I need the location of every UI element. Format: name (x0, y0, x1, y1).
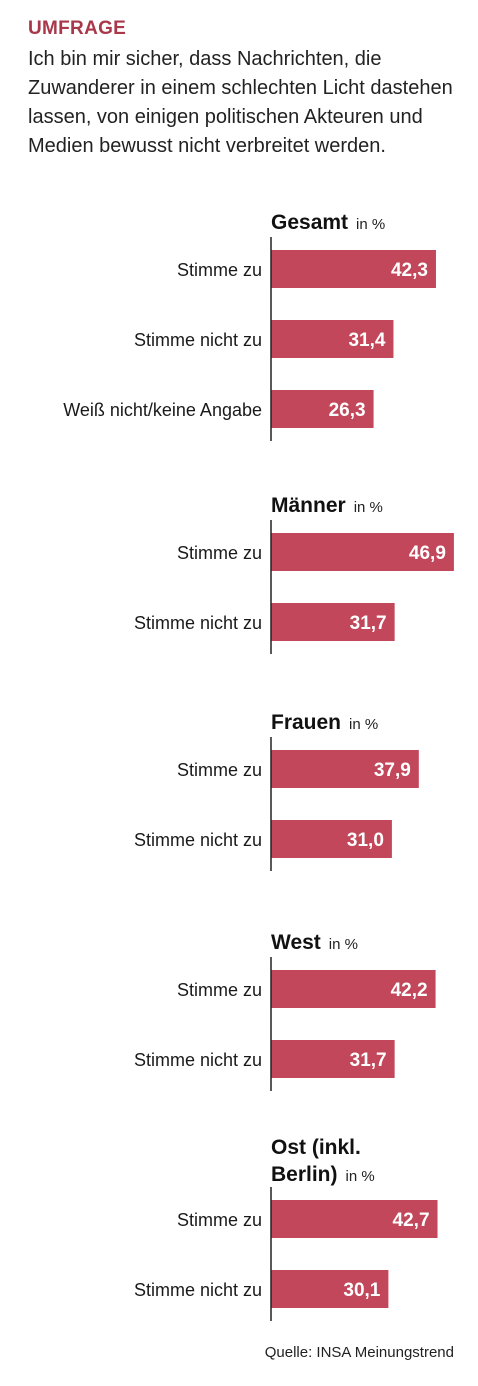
group-title: West (271, 931, 321, 954)
group-title: Männer (271, 494, 346, 517)
kicker-label: UMFRAGE (28, 18, 127, 39)
bar-value-label: 42,3 (391, 260, 428, 281)
group-title: Gesamt (271, 211, 348, 234)
category-label: Stimme nicht zu (134, 1050, 262, 1070)
bar (271, 1040, 395, 1078)
bar-value-label: 31,7 (350, 1050, 387, 1071)
bar-value-label: 42,7 (393, 1210, 430, 1231)
category-label: Stimme nicht zu (134, 830, 262, 850)
group-unit: in % (354, 499, 383, 516)
bar-value-label: 31,7 (350, 613, 387, 634)
group-title: Ost (inkl. (271, 1136, 361, 1159)
bar-value-label: 31,4 (348, 330, 385, 351)
category-label: Stimme zu (177, 760, 262, 780)
bar (271, 1200, 438, 1238)
group-title: Frauen (271, 711, 341, 734)
bar (271, 970, 436, 1008)
category-label: Stimme zu (177, 543, 262, 563)
bar-value-label: 37,9 (374, 760, 411, 781)
group-unit: in % (329, 936, 358, 953)
bar-value-label: 31,0 (347, 830, 384, 851)
category-label: Stimme nicht zu (134, 613, 262, 633)
category-label: Stimme nicht zu (134, 1280, 262, 1300)
bar (271, 750, 419, 788)
bar-value-label: 42,2 (391, 980, 428, 1001)
bar-value-label: 30,1 (343, 1280, 380, 1301)
group-unit: in % (356, 216, 385, 233)
category-label: Stimme nicht zu (134, 330, 262, 350)
bar (271, 250, 436, 288)
bar-value-label: 26,3 (329, 400, 366, 421)
bar-value-label: 46,9 (409, 543, 446, 564)
bar (271, 603, 395, 641)
bar (271, 390, 374, 428)
survey-question: Ich bin mir sicher, dass Nachrichten, di… (28, 48, 453, 157)
category-label: Weiß nicht/keine Angabe (63, 400, 262, 420)
group-unit: in % (349, 716, 378, 733)
group-unit: in % (346, 1168, 375, 1185)
category-label: Stimme zu (177, 980, 262, 1000)
bar (271, 1270, 389, 1308)
source-note: Quelle: INSA Meinungstrend (264, 1344, 454, 1361)
bar (271, 533, 454, 571)
category-label: Stimme zu (177, 1210, 262, 1230)
category-label: Stimme zu (177, 260, 262, 280)
bar (271, 820, 392, 858)
bar (271, 320, 394, 358)
group-title: Berlin) (271, 1163, 338, 1186)
